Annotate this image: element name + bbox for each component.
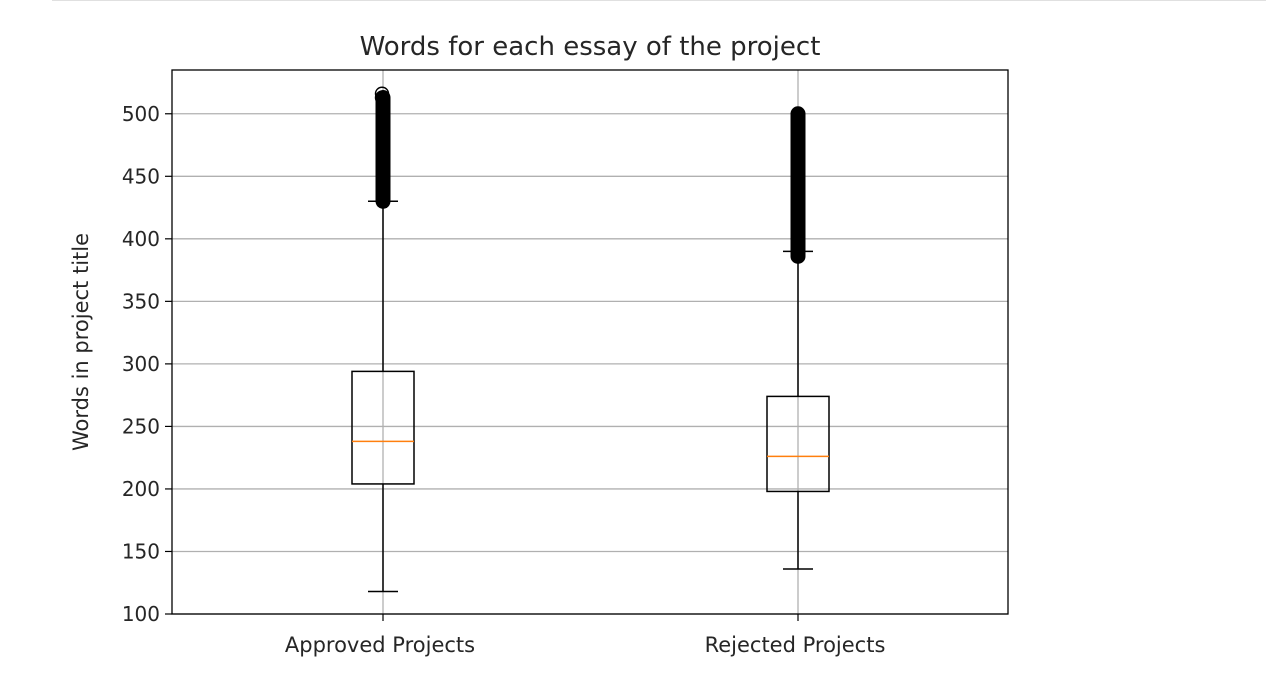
y-axis-label: Words in project title <box>69 233 93 451</box>
x-tick-layer: Approved Projects Rejected Projects <box>285 614 886 657</box>
y-tick-label: 500 <box>122 102 160 126</box>
y-tick-layer: 100 150 200 250 300 350 400 450 500 <box>122 102 172 626</box>
y-tick-label: 150 <box>122 539 160 563</box>
y-tick-label: 250 <box>122 414 160 438</box>
chart-title: Words for each essay of the project <box>360 32 821 62</box>
y-tick-label: 200 <box>122 477 160 501</box>
grid-layer <box>172 70 1008 615</box>
axes-frame <box>171 69 1009 615</box>
box-group <box>351 86 415 593</box>
y-tick-label: 300 <box>122 352 160 376</box>
y-tick-label: 350 <box>122 289 160 313</box>
y-tick-label: 400 <box>122 227 160 251</box>
iqr-box <box>351 370 415 485</box>
x-tick-label: Approved Projects <box>285 633 475 657</box>
x-tick-label: Rejected Projects <box>705 633 886 657</box>
y-tick-label: 450 <box>122 164 160 188</box>
output-cell-top-border <box>52 0 1266 1</box>
box-group <box>766 106 830 570</box>
y-tick-label: 100 <box>122 602 160 626</box>
box-layer <box>351 86 830 593</box>
outlier-point <box>374 90 390 105</box>
iqr-box <box>766 395 830 493</box>
outlier-point <box>374 86 390 101</box>
